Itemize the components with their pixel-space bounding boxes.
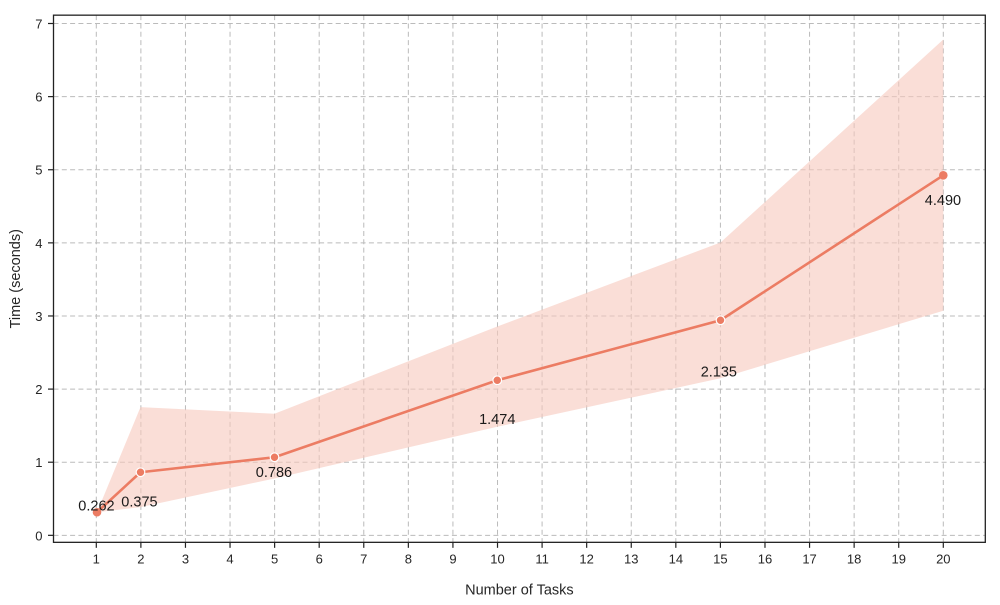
svg-text:2.135: 2.135 bbox=[701, 365, 737, 381]
svg-text:1: 1 bbox=[35, 455, 42, 470]
svg-text:18: 18 bbox=[847, 551, 861, 566]
svg-text:0.786: 0.786 bbox=[256, 465, 292, 481]
svg-text:13: 13 bbox=[624, 551, 638, 566]
svg-text:9: 9 bbox=[449, 551, 456, 566]
svg-text:15: 15 bbox=[713, 551, 727, 566]
svg-text:1.474: 1.474 bbox=[479, 412, 515, 428]
svg-text:3: 3 bbox=[182, 551, 189, 566]
svg-text:Number of Tasks: Number of Tasks bbox=[465, 582, 574, 598]
svg-text:4: 4 bbox=[226, 551, 233, 566]
svg-text:1: 1 bbox=[93, 551, 100, 566]
svg-text:20: 20 bbox=[936, 551, 950, 566]
svg-text:Time (seconds): Time (seconds) bbox=[8, 229, 24, 328]
svg-text:4: 4 bbox=[35, 236, 42, 251]
svg-text:7: 7 bbox=[360, 551, 367, 566]
svg-text:11: 11 bbox=[535, 551, 549, 566]
svg-text:17: 17 bbox=[802, 551, 816, 566]
svg-text:2: 2 bbox=[137, 551, 144, 566]
svg-text:0.375: 0.375 bbox=[121, 494, 157, 510]
svg-text:3: 3 bbox=[35, 309, 42, 324]
svg-text:2: 2 bbox=[35, 382, 42, 397]
svg-text:8: 8 bbox=[405, 551, 412, 566]
svg-text:14: 14 bbox=[669, 551, 683, 566]
svg-text:19: 19 bbox=[891, 551, 905, 566]
svg-text:16: 16 bbox=[758, 551, 772, 566]
svg-text:10: 10 bbox=[490, 551, 504, 566]
svg-text:7: 7 bbox=[35, 17, 42, 32]
svg-text:5: 5 bbox=[271, 551, 278, 566]
svg-text:0.262: 0.262 bbox=[78, 498, 114, 514]
svg-text:4.490: 4.490 bbox=[925, 193, 961, 209]
svg-text:6: 6 bbox=[35, 90, 42, 105]
svg-text:6: 6 bbox=[316, 551, 323, 566]
svg-text:5: 5 bbox=[35, 163, 42, 178]
svg-text:0: 0 bbox=[35, 528, 42, 543]
svg-text:12: 12 bbox=[579, 551, 593, 566]
